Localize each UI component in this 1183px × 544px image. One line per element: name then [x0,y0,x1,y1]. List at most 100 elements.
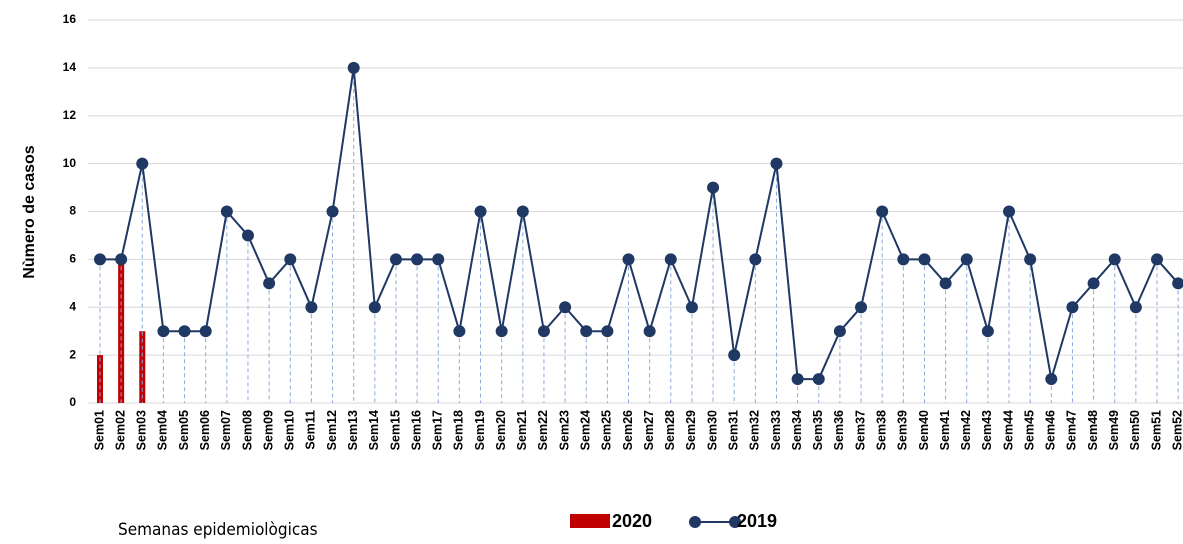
x-tick-label: Sem12 [325,410,339,450]
y-tick-label: 0 [69,395,76,409]
x-tick-label: Sem29 [684,410,698,450]
x-tick-label: Sem44 [1001,410,1015,450]
line-point [664,253,677,266]
x-tick-label: Sem49 [1107,410,1121,450]
line-point [263,277,276,290]
line-point [643,325,656,338]
line-point [178,325,191,338]
line-point [981,325,994,338]
legend-label: 2020 [612,511,652,531]
y-axis-label: Nùmero de casos [21,145,38,278]
line-point [601,325,614,338]
y-tick-label: 6 [69,252,76,266]
line-point [1087,277,1100,290]
line-point [939,277,952,290]
line-point [432,253,445,266]
line-point [411,253,424,266]
line-point [474,205,487,218]
line-point [220,205,233,218]
x-tick-label: Sem46 [1044,410,1058,450]
y-tick-label: 12 [63,108,77,122]
line-point [495,325,508,338]
line-point [897,253,910,266]
x-tick-label: Sem45 [1022,410,1036,450]
y-tick-label: 16 [63,12,77,26]
line-point [707,181,720,194]
x-tick-label: Sem39 [896,410,910,450]
y-tick-label: 2 [69,347,76,361]
line-point [115,253,128,266]
line-point [833,325,846,338]
x-tick-label: Sem14 [367,410,381,450]
line-point [389,253,402,266]
line-point [1066,301,1079,314]
line-point [1003,205,1016,218]
x-tick-label: Sem21 [515,410,529,450]
line-point [326,205,339,218]
x-tick-label: Sem01 [92,410,106,450]
line-point [305,301,318,314]
line-point [749,253,762,266]
x-tick-label: Sem15 [388,410,402,450]
line-point [855,301,868,314]
x-tick-label: Sem40 [917,410,931,450]
y-tick-label: 4 [69,299,76,313]
legend-swatch [729,516,741,528]
line-point [241,229,254,242]
line-point [347,61,360,74]
x-tick-label: Sem17 [431,410,445,450]
line-point [199,325,212,338]
line-point [728,349,741,362]
x-tick-label: Sem09 [261,410,275,450]
x-tick-label: Sem07 [219,410,233,450]
x-tick-label: Sem36 [832,410,846,450]
line-point [1045,373,1058,386]
x-tick-label: Sem34 [790,410,804,450]
line-point [791,373,804,386]
line-point [368,301,381,314]
line-point [136,157,149,170]
line-point [1108,253,1121,266]
line-point [537,325,550,338]
x-tick-label: Sem38 [874,410,888,450]
line-point [918,253,931,266]
x-tick-label: Sem11 [304,410,318,450]
y-tick-label: 8 [69,204,76,218]
x-tick-label: Sem26 [621,410,635,450]
line-point [284,253,297,266]
x-tick-label: Sem28 [663,410,677,450]
x-tick-label: Sem13 [346,410,360,450]
line-point [94,253,106,266]
line-point [1024,253,1037,266]
x-tick-label: Sem52 [1170,410,1183,450]
x-tick-label: Sem51 [1149,410,1163,450]
x-tick-label: Sem31 [726,410,740,450]
x-tick-label: Sem23 [557,410,571,450]
x-tick-label: Sem08 [240,410,254,450]
x-tick-label: Sem20 [494,410,508,450]
line-point [770,157,783,170]
legend-swatch [570,514,610,528]
x-tick-label: Sem18 [452,410,466,450]
x-tick-label: Sem48 [1086,410,1100,450]
x-tick-label: Sem16 [409,410,423,450]
x-tick-label: Sem43 [980,410,994,450]
legend-label: 2019 [737,511,777,531]
x-tick-label: Sem06 [198,410,212,450]
x-tick-label: Sem30 [705,410,719,450]
line-point [622,253,635,266]
x-tick-label: Sem04 [156,410,170,450]
line-point [812,373,825,386]
line-point [453,325,466,338]
y-tick-label: 14 [63,60,77,74]
line-point [516,205,529,218]
x-tick-label: Sem42 [959,410,973,450]
line-series [100,67,1179,381]
x-tick-label: Sem33 [769,410,783,450]
x-tick-label: Sem05 [177,410,191,450]
line-point [580,325,593,338]
line-point [1151,253,1163,266]
line-point [559,301,572,314]
x-tick-label: Sem35 [811,410,825,450]
